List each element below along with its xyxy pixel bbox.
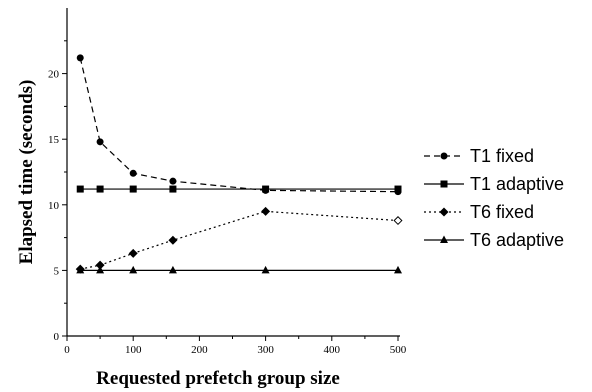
y-tick-label: 20 — [48, 69, 60, 81]
series-t6-adaptive — [76, 265, 402, 274]
data-point — [129, 265, 138, 274]
data-point — [168, 265, 177, 274]
x-tick-label: 100 — [125, 344, 142, 356]
data-point — [168, 235, 178, 245]
data-point — [128, 248, 138, 258]
series-t6-fixed — [75, 206, 403, 274]
data-point — [394, 265, 402, 274]
data-point — [169, 185, 177, 193]
x-tick-label: 500 — [390, 344, 407, 356]
data-point — [129, 169, 137, 177]
data-point — [76, 185, 84, 193]
data-point — [393, 216, 403, 226]
x-tick-label: 0 — [64, 344, 70, 356]
series-t1-fixed — [76, 54, 402, 196]
x-tick-label: 200 — [191, 344, 208, 356]
data-point — [261, 206, 271, 216]
data-point — [76, 54, 84, 62]
y-tick-label: 5 — [54, 265, 60, 277]
data-point — [76, 265, 85, 274]
legend: T1 fixed T1 adaptive T6 fixed T6 adaptive — [424, 146, 564, 250]
data-point — [96, 265, 105, 274]
legend-marker — [440, 152, 448, 160]
data-point — [394, 185, 402, 193]
legend-marker — [439, 207, 449, 217]
y-tick-label: 15 — [48, 134, 60, 146]
series-layer — [75, 54, 403, 274]
legend-entry: T6 fixed — [424, 202, 534, 222]
legend-entry: T1 adaptive — [424, 174, 564, 194]
x-axis-title: Requested prefetch group size — [96, 368, 340, 389]
legend-label: T6 adaptive — [470, 230, 564, 250]
legend-entry: T6 adaptive — [424, 230, 564, 250]
data-point — [96, 138, 104, 146]
data-point — [262, 185, 270, 193]
legend-marker — [440, 180, 448, 188]
series-line — [80, 210, 399, 270]
data-point — [96, 185, 104, 193]
series-t1-adaptive — [76, 185, 402, 193]
legend-label: T1 fixed — [470, 146, 534, 166]
data-point — [129, 185, 137, 193]
legend-label: T6 fixed — [470, 202, 534, 222]
data-point — [261, 265, 270, 274]
legend-marker — [440, 235, 448, 243]
legend-entry: T1 fixed — [424, 146, 534, 166]
series-line — [79, 57, 399, 193]
legend-label: T1 adaptive — [470, 174, 564, 194]
x-tick-label: 300 — [257, 344, 274, 356]
x-tick-label: 400 — [324, 344, 341, 356]
axes: 0 100 200 300 400 500 0 5 10 15 20 — [48, 8, 407, 356]
data-point — [169, 177, 177, 185]
y-tick-label: 10 — [48, 200, 60, 212]
y-tick-label: 0 — [54, 331, 60, 343]
y-axis-title: Elapsed time (seconds) — [16, 80, 37, 265]
